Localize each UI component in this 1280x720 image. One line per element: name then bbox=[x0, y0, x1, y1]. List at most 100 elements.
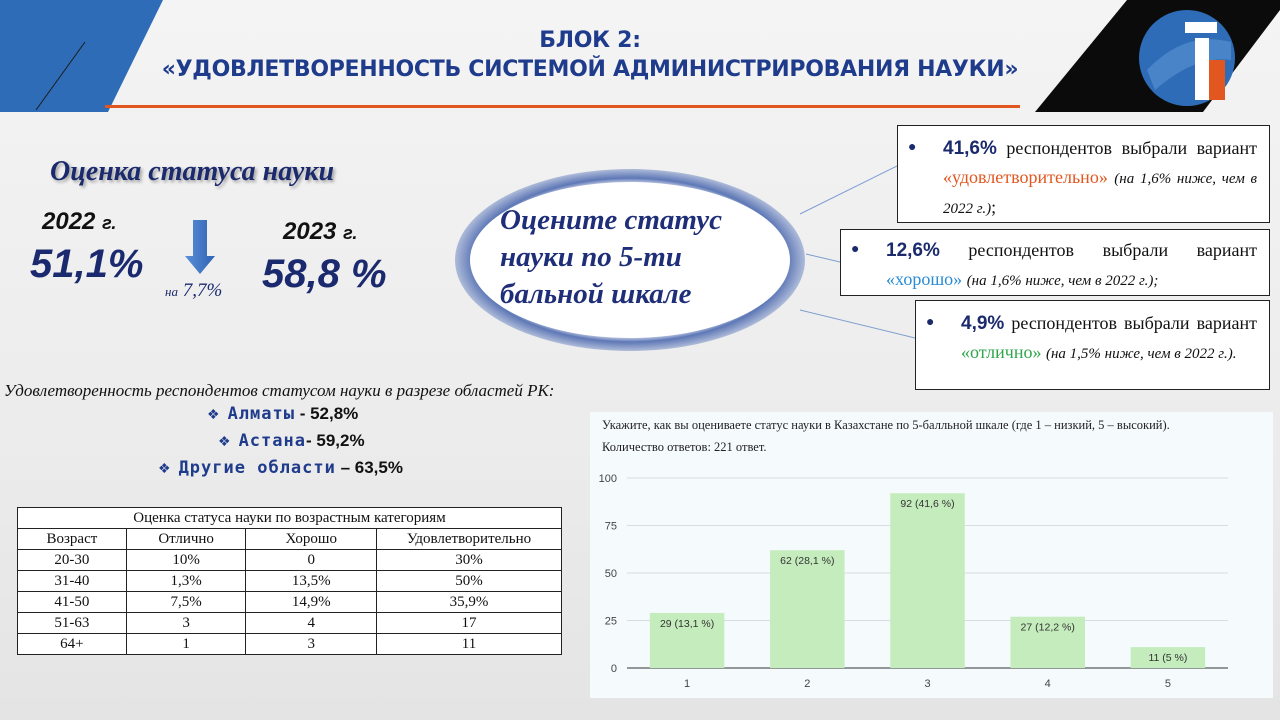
down-arrow-icon bbox=[185, 220, 215, 274]
table-cell: 50% bbox=[376, 570, 562, 592]
table-cell: 35,9% bbox=[376, 591, 562, 613]
table-cell: 4 bbox=[245, 612, 378, 634]
table-cell: 3 bbox=[125, 612, 247, 634]
change-prefix: на bbox=[165, 284, 178, 299]
table-cell: 64+ bbox=[17, 633, 127, 655]
bar bbox=[1130, 647, 1206, 668]
region-name: Астана bbox=[238, 431, 306, 451]
table-header-row: Возраст Отлично Хорошо Удовлетворительно bbox=[17, 528, 562, 550]
change-value: 7,7% bbox=[182, 280, 223, 301]
regions-title: Удовлетворенность респондентов статусом … bbox=[4, 381, 555, 400]
callout-pct: 4,9% bbox=[961, 313, 1005, 334]
table-cell: 20-30 bbox=[17, 549, 127, 571]
year-2023-number: 2023 bbox=[283, 218, 337, 245]
callout-note: (на 1,6% ниже, чем в 2022 г.); bbox=[966, 273, 1159, 289]
table-header-cell: Отлично bbox=[125, 528, 247, 550]
callout-satisfactory: ● 41,6% респондентов выбрали вариант «уд… bbox=[897, 125, 1270, 223]
region-value: 59,2% bbox=[316, 431, 365, 450]
bar bbox=[770, 550, 845, 668]
region-value: 63,5% bbox=[354, 458, 403, 477]
y-tick-label: 100 bbox=[599, 473, 617, 485]
table-row: 31-40 1,3% 13,5% 50% bbox=[17, 570, 562, 592]
chart-title: Укажите, как вы оцениваете статус науки … bbox=[602, 418, 1170, 432]
table-header-cell: Хорошо bbox=[245, 528, 378, 550]
table-cell: 1,3% bbox=[125, 570, 247, 592]
callout-text: респондентов выбрали вариант bbox=[1006, 138, 1257, 158]
callout-note: (на 1,6% ниже, чем в 2022 г.) bbox=[943, 171, 1258, 217]
callout-option: «отлично» bbox=[961, 342, 1042, 362]
year-2022-label: 2022 г. bbox=[42, 208, 116, 236]
table-cell: 41-50 bbox=[17, 591, 127, 613]
table-cell: 10% bbox=[125, 549, 247, 571]
diamond-star-icon: ❖ bbox=[207, 406, 220, 422]
y-tick-label: 50 bbox=[605, 568, 617, 580]
callout-text: респондентов выбрали вариант bbox=[968, 240, 1257, 260]
bullet-icon: ● bbox=[926, 315, 935, 330]
age-category-table: Оценка статуса науки по возрастным катег… bbox=[17, 507, 562, 655]
x-tick-label: 1 bbox=[684, 678, 690, 690]
x-tick-label: 2 bbox=[804, 678, 810, 690]
page-title-line2: «УДОВЛЕТВОРЕННОСТЬ СИСТЕМОЙ АДМИНИСТРИРО… bbox=[161, 57, 1019, 82]
region-name: Другие области bbox=[178, 458, 336, 478]
table-header-cell: Удовлетворительно bbox=[376, 528, 562, 550]
question-ellipse bbox=[455, 169, 805, 351]
page-title: БЛОК 2: «УДОВЛЕТВОРЕННОСТЬ СИСТЕМОЙ АДМИ… bbox=[110, 26, 1070, 84]
value-2023: 58,8 % bbox=[262, 252, 387, 296]
region-separator: - bbox=[294, 404, 311, 423]
table-cell: 11 bbox=[376, 633, 562, 655]
header-divider bbox=[105, 105, 1020, 108]
callout-option: «удовлетворительно» bbox=[943, 167, 1108, 187]
table-header-cell: Возраст bbox=[17, 528, 127, 550]
table-cell: 14,9% bbox=[245, 591, 378, 613]
callout-tail: ; bbox=[991, 197, 997, 217]
callout-pct: 41,6% bbox=[943, 138, 997, 159]
year-2023-suffix: г. bbox=[343, 223, 358, 243]
question-line2: науки по 5-ти bbox=[500, 241, 682, 273]
callout-note: (на 1,5% ниже, чем в 2022 г.). bbox=[1045, 346, 1237, 362]
bar bbox=[1010, 616, 1085, 668]
page-title-line1: БЛОК 2: bbox=[539, 28, 641, 53]
region-value: 52,8% bbox=[310, 404, 359, 423]
y-tick-label: 0 bbox=[611, 663, 617, 675]
value-2022: 51,1% bbox=[30, 242, 144, 286]
bar-data-label: 27 (12,2 %) bbox=[1021, 622, 1075, 634]
year-2022-suffix: г. bbox=[102, 213, 117, 233]
region-name: Алматы bbox=[227, 404, 295, 424]
region-item: ❖ Другие области – 63,5% bbox=[158, 458, 403, 478]
year-2023-label: 2023 г. bbox=[283, 218, 357, 246]
change-text: на 7,7% bbox=[165, 280, 222, 302]
status-title: Оценка статуса науки bbox=[50, 156, 335, 187]
bar-chart: 0 25 50 75 100 29 (13,1 %) 1 62 (28,1 %) 2 92 (41… bbox=[599, 473, 1228, 690]
bar-data-label: 11 (5 %) bbox=[1148, 652, 1187, 664]
region-item: ❖ Астана- 59,2% bbox=[218, 431, 365, 451]
bar-data-label: 62 (28,1 %) bbox=[780, 555, 834, 567]
callout-pct: 12,6% bbox=[886, 240, 940, 261]
table-cell: 30% bbox=[376, 549, 562, 571]
region-separator: – bbox=[335, 458, 355, 477]
table-cell: 1 bbox=[125, 633, 247, 655]
x-tick-label: 4 bbox=[1045, 678, 1051, 690]
table-row: 41-50 7,5% 14,9% 35,9% bbox=[17, 591, 562, 613]
table-cell: 7,5% bbox=[125, 591, 247, 613]
question-line1: Оцените статус bbox=[500, 204, 722, 236]
bar-data-label: 29 (13,1 %) bbox=[660, 618, 714, 630]
y-tick-label: 25 bbox=[605, 616, 617, 628]
bullet-icon: ● bbox=[908, 140, 917, 155]
logo bbox=[1035, 0, 1280, 112]
table-cell: 13,5% bbox=[245, 570, 378, 592]
table-row: 20-30 10% 0 30% bbox=[17, 549, 562, 571]
table-cell: 31-40 bbox=[17, 570, 127, 592]
corner-decoration bbox=[0, 0, 163, 112]
question-line3: бальной шкале bbox=[500, 278, 692, 310]
y-tick-label: 75 bbox=[605, 521, 617, 533]
table-cell: 17 bbox=[376, 612, 562, 634]
chart-subtitle: Количество ответов: 221 ответ. bbox=[602, 440, 767, 454]
callout-text: респондентов выбрали вариант bbox=[1011, 313, 1257, 333]
callout-good: ● 12,6% респондентов выбрали вариант «хо… bbox=[840, 229, 1270, 296]
table-title: Оценка статуса науки по возрастным катег… bbox=[17, 507, 562, 529]
region-separator: - bbox=[305, 431, 317, 450]
x-tick-label: 5 bbox=[1165, 678, 1171, 690]
diamond-star-icon: ❖ bbox=[158, 460, 171, 476]
callout-excellent: ● 4,9% респондентов выбрали вариант «отл… bbox=[915, 300, 1270, 390]
